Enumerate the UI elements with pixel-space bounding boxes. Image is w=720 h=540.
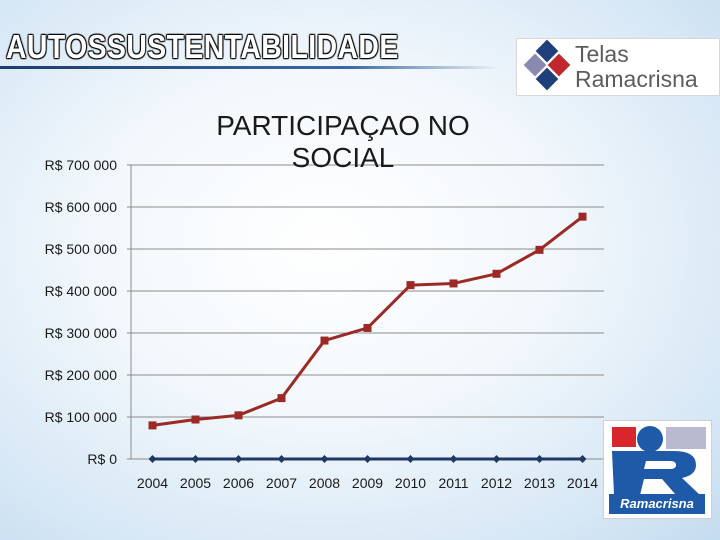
slide-title: AUTOSSUSTENTABILIDADE bbox=[6, 28, 399, 65]
chart-title-line1: PARTICIPAÇAO NO bbox=[216, 110, 470, 141]
x-tick-label: 2009 bbox=[352, 475, 383, 491]
telas-ramacrisna-emblem-icon bbox=[523, 39, 571, 91]
data-point bbox=[449, 279, 458, 288]
y-tick-label: R$ 700 000 bbox=[45, 157, 118, 173]
series-line-0 bbox=[152, 215, 584, 427]
title-underline bbox=[0, 66, 500, 69]
data-point bbox=[406, 455, 415, 463]
y-tick-label: R$ 100 000 bbox=[45, 409, 118, 425]
data-point bbox=[191, 455, 200, 463]
data-point bbox=[578, 212, 587, 221]
data-point bbox=[277, 394, 286, 403]
data-point bbox=[320, 336, 329, 345]
y-tick-label: R$ 0 bbox=[87, 451, 117, 467]
y-tick-label: R$ 200 000 bbox=[45, 367, 118, 383]
data-point bbox=[320, 455, 329, 463]
y-tick-label: R$ 500 000 bbox=[45, 241, 118, 257]
x-tick-label: 2011 bbox=[438, 475, 468, 491]
corner-logo-text: Ramacrisna bbox=[609, 494, 705, 514]
data-point bbox=[234, 455, 243, 463]
brand-name-line2: Ramacrisna bbox=[575, 66, 698, 92]
data-point bbox=[492, 455, 501, 463]
data-point bbox=[535, 245, 544, 254]
x-tick-label: 2004 bbox=[137, 475, 168, 491]
x-tick-label: 2006 bbox=[223, 475, 254, 491]
x-tick-label: 2007 bbox=[266, 475, 297, 491]
x-tick-label: 2005 bbox=[180, 475, 211, 491]
brand-name-line1: Telas bbox=[575, 41, 629, 67]
ramacrisna-corner-logo: Ramacrisna bbox=[603, 420, 712, 519]
y-tick-label: R$ 600 000 bbox=[45, 199, 118, 215]
ramacrisna-r-emblem-icon bbox=[612, 426, 706, 495]
data-point bbox=[148, 421, 157, 430]
data-point bbox=[363, 455, 372, 463]
data-point bbox=[406, 281, 415, 290]
data-point bbox=[363, 323, 372, 332]
x-tick-label: 2014 bbox=[567, 475, 598, 491]
x-tick-label: 2008 bbox=[309, 475, 340, 491]
data-point bbox=[492, 269, 501, 278]
chart-title-line2: SOCIAL bbox=[291, 142, 395, 173]
data-point bbox=[449, 455, 458, 463]
x-tick-label: 2013 bbox=[524, 475, 555, 491]
x-tick-label: 2010 bbox=[395, 475, 426, 491]
data-point bbox=[234, 411, 243, 420]
y-tick-label: R$ 400 000 bbox=[45, 283, 118, 299]
data-point bbox=[277, 455, 286, 463]
data-point bbox=[191, 415, 200, 424]
chart-title: PARTICIPAÇAO NO SOCIAL bbox=[178, 110, 508, 174]
telas-ramacrisna-logo: Telas Ramacrisna bbox=[516, 38, 720, 96]
data-point bbox=[148, 455, 157, 463]
data-point bbox=[535, 455, 544, 463]
data-point bbox=[578, 455, 587, 463]
y-tick-label: R$ 300 000 bbox=[45, 325, 118, 341]
x-tick-label: 2012 bbox=[481, 475, 512, 491]
